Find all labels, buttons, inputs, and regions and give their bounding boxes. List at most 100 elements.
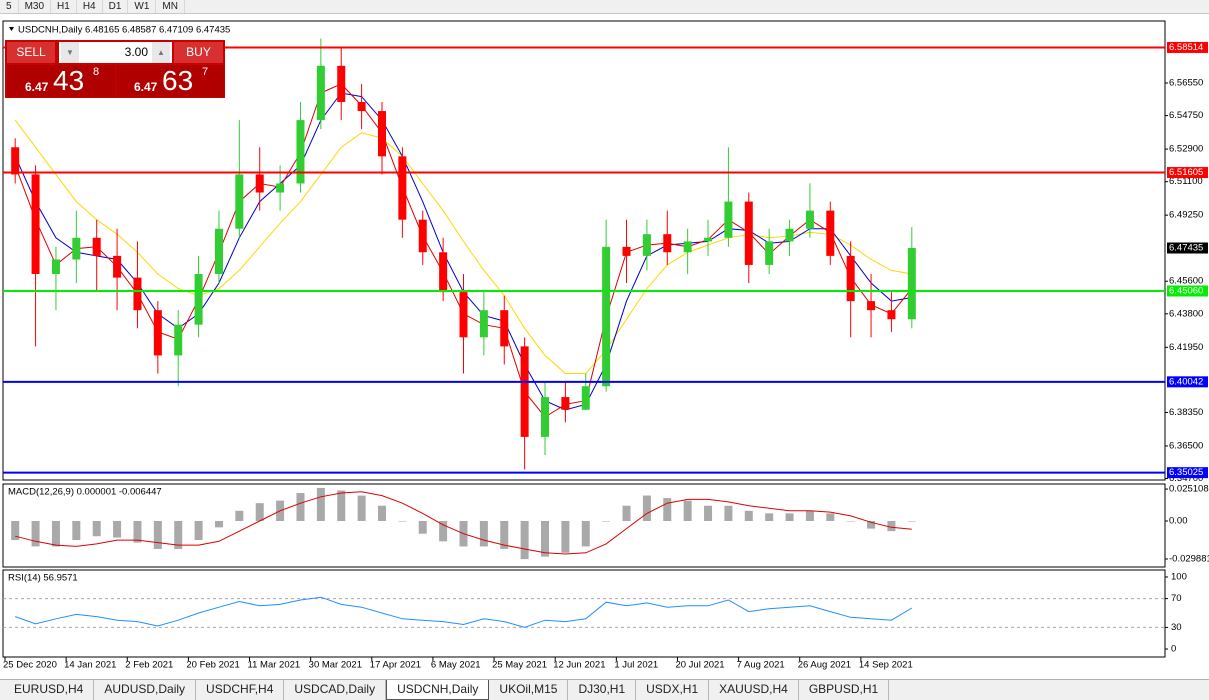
candle-body <box>316 65 325 121</box>
macd-bar <box>235 510 244 521</box>
volume-down[interactable]: ▼ <box>61 42 79 63</box>
macd-bar <box>887 520 896 532</box>
candle-body <box>663 234 672 253</box>
y-tick-label: 6.49250 <box>1169 210 1203 221</box>
x-tick-label: 17 Apr 2021 <box>370 660 421 671</box>
candle-body <box>337 65 346 103</box>
y-tick-label: 6.52900 <box>1169 144 1203 155</box>
bid-sup: 8 <box>93 66 100 78</box>
macd-bar <box>316 487 325 521</box>
timeframe-button[interactable]: W1 <box>128 0 157 13</box>
y-tick-label: 30 <box>1171 622 1182 633</box>
price-level-label: 6.40042 <box>1169 376 1203 387</box>
chart-tab[interactable]: USDX,H1 <box>636 680 710 700</box>
y-tick-label: 6.41950 <box>1169 342 1203 353</box>
macd-bar <box>561 520 570 553</box>
x-tick-label: 26 Aug 2021 <box>798 660 851 671</box>
x-tick-label: 25 Dec 2020 <box>3 660 57 671</box>
candle-body <box>887 310 896 320</box>
candle-body <box>194 273 203 325</box>
macd-bar <box>663 498 672 521</box>
macd-bar <box>642 495 651 521</box>
candle-body <box>622 246 631 256</box>
chart-tab[interactable]: GBPUSD,H1 <box>799 680 890 700</box>
macd-bar <box>113 520 122 538</box>
macd-bar <box>377 505 386 521</box>
chart-tab[interactable]: USDCHF,H4 <box>196 680 285 700</box>
x-tick-label: 12 Jun 2021 <box>553 660 605 671</box>
chart-tab[interactable]: DJ30,H1 <box>568 680 637 700</box>
candle-body <box>214 228 223 274</box>
timeframe-button[interactable]: M30 <box>19 0 52 13</box>
macd-bar <box>724 505 733 521</box>
macd-bar <box>72 520 81 541</box>
y-tick-label: 6.36500 <box>1169 440 1203 451</box>
candle-body <box>683 241 692 253</box>
timeframe-button[interactable]: MN <box>156 0 185 13</box>
price-level-tag <box>1167 285 1208 297</box>
price-level-tag <box>1167 41 1208 53</box>
chart-tab[interactable]: AUDUSD,Daily <box>94 680 197 700</box>
volume-up[interactable]: ▲ <box>152 42 170 63</box>
bid-quote[interactable]: 6.47 43 8 <box>7 65 115 97</box>
y-tick-label: 0.00 <box>1169 516 1188 527</box>
buy-button[interactable]: BUY <box>174 42 223 63</box>
candle-body <box>113 255 122 278</box>
rsi-line <box>15 596 913 628</box>
macd-bar <box>133 520 142 543</box>
sell-button[interactable]: SELL <box>7 42 55 63</box>
last-price-label: 6.47435 <box>1169 243 1203 254</box>
chart-tab[interactable]: USDCNH,Daily <box>386 680 490 700</box>
macd-bar <box>826 513 835 521</box>
collapse-icon <box>9 27 14 31</box>
timeframe-button[interactable]: H1 <box>51 0 77 13</box>
macd-bar <box>541 520 550 557</box>
macd-bar <box>907 520 916 522</box>
candle-body <box>867 301 876 311</box>
candle-body <box>377 111 386 157</box>
candle-body <box>704 237 713 242</box>
last-price-tag <box>1167 242 1208 254</box>
volume-input[interactable]: 3.00 <box>59 42 172 63</box>
x-tick-label: 14 Jan 2021 <box>64 660 116 671</box>
y-tick-label: 6.56550 <box>1169 78 1203 89</box>
macd-bar <box>11 520 20 541</box>
ask-quote[interactable]: 6.47 63 7 <box>116 65 224 97</box>
macd-bar <box>683 500 692 521</box>
y-tick-label: 100 <box>1171 571 1187 582</box>
macd-bar <box>765 513 774 521</box>
candle-body <box>520 346 529 437</box>
chart-tab[interactable]: XAUUSD,H4 <box>709 680 799 700</box>
candle-body <box>153 310 162 356</box>
bid-big: 43 <box>53 65 85 96</box>
y-tick-label: 6.51100 <box>1169 176 1203 187</box>
price-level-label: 6.45060 <box>1169 286 1203 297</box>
candle-body <box>72 237 81 260</box>
candle-body <box>276 183 285 193</box>
candle-body <box>826 210 835 256</box>
y-tick-label: 70 <box>1171 593 1182 604</box>
macd-bar <box>31 520 40 547</box>
chart-tab[interactable]: EURUSD,H4 <box>4 680 95 700</box>
x-tick-label: 20 Jul 2021 <box>675 660 724 671</box>
candle-body <box>561 397 570 410</box>
macd-bar <box>602 520 611 522</box>
chart-tab[interactable]: UKOil,M15 <box>489 680 569 700</box>
chart-tab[interactable]: USDCAD,Daily <box>284 680 387 700</box>
timeframe-button[interactable]: D1 <box>103 0 129 13</box>
price-level-label: 6.51605 <box>1169 167 1203 178</box>
timeframe-button[interactable]: H4 <box>77 0 103 13</box>
symbol-header: USDCNH,Daily 6.48165 6.48587 6.47109 6.4… <box>18 25 230 36</box>
macd-bar <box>439 520 448 542</box>
macd-bar <box>704 505 713 521</box>
timeframe-button[interactable]: 5 <box>0 0 19 13</box>
candle-body <box>744 201 753 265</box>
x-tick-label: 6 May 2021 <box>431 660 481 671</box>
price-level-tag <box>1167 467 1208 479</box>
x-tick-label: 11 Mar 2021 <box>248 660 301 671</box>
candle-body <box>296 120 305 184</box>
ask-sup: 7 <box>202 66 209 78</box>
candle-body <box>907 248 916 320</box>
candle-body <box>459 292 468 338</box>
y-tick-label: 6.34700 <box>1169 473 1203 484</box>
